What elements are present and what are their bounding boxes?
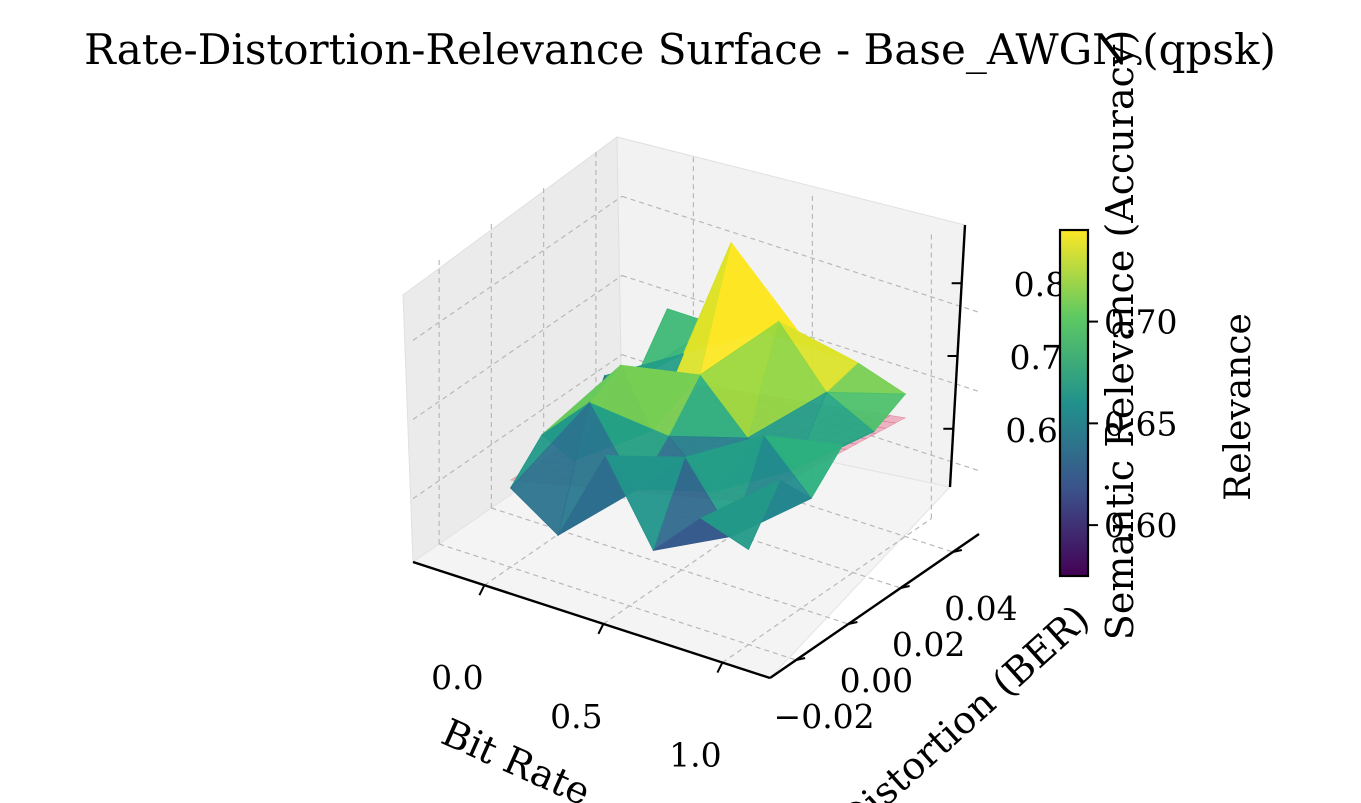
grid-line — [412, 354, 623, 500]
grid-line — [412, 195, 623, 341]
relevance-surface — [509, 241, 907, 552]
z-tick-label: 0.8 — [1014, 265, 1066, 304]
z-axis-label: Semantic Relevance (Accuracy) — [1098, 30, 1142, 640]
axis-line — [769, 533, 980, 679]
x-tick-label: 0.0 — [431, 658, 483, 697]
colorbar-tick-label: 0.60 — [1104, 506, 1177, 545]
x-tick — [716, 662, 724, 673]
colorbar-tick-label: 0.65 — [1104, 404, 1177, 443]
y-tick — [848, 621, 858, 625]
surface-facet — [700, 479, 781, 551]
tick-labels: 0.0 0.5 1.0 −0.020.000.020.04 0.6 0.7 0.8 — [431, 265, 1066, 774]
x-tick-label: 0.5 — [550, 697, 602, 736]
surface-facet — [605, 455, 686, 552]
y-tick — [795, 657, 806, 661]
colorbar-label: Relevance — [1218, 313, 1259, 501]
y-tick — [900, 585, 910, 589]
y-tick-label: 0.00 — [840, 661, 913, 700]
plane-facet — [879, 415, 907, 424]
z-tick-label: 0.7 — [1010, 338, 1062, 377]
surface-facet — [509, 401, 591, 536]
z-tick-label: 0.6 — [1005, 411, 1057, 450]
chart-title: Rate-Distortion-Relevance Surface - Base… — [84, 25, 1276, 74]
y-tick-label: 0.04 — [944, 589, 1017, 628]
colorbar-gradient — [1058, 228, 1090, 578]
y-tick-label: −0.02 — [774, 697, 875, 736]
x-tick — [597, 623, 605, 635]
colorbar-ticks: 0.60 0.65 0.70 — [1088, 303, 1177, 545]
axis-line — [412, 560, 771, 680]
colorbar: 0.60 0.65 0.70 Relevance — [1058, 228, 1259, 578]
x-tick-label: 1.0 — [669, 736, 721, 775]
y-tick-label: 0.02 — [892, 625, 965, 664]
colorbar-tick-label: 0.70 — [1104, 303, 1177, 342]
x-tick — [478, 584, 486, 596]
y-tick — [952, 549, 963, 553]
grid-line — [722, 518, 932, 664]
grid-line — [412, 275, 623, 420]
